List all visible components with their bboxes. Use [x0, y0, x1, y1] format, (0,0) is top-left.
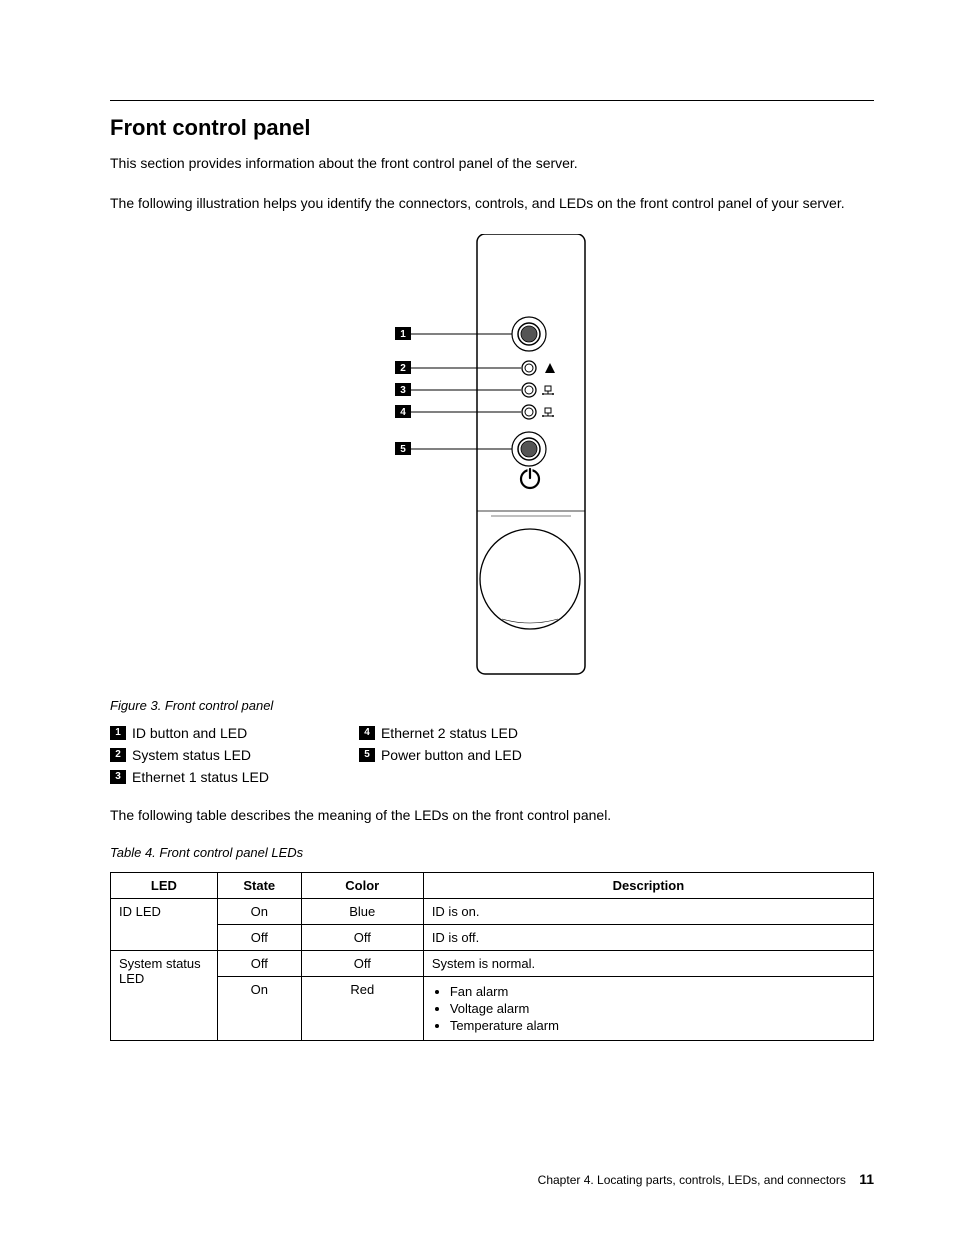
callout-1: 1 ID button and LED: [110, 725, 269, 741]
desc-list-item: Voltage alarm: [450, 1001, 865, 1016]
callout-badge: 4: [359, 726, 375, 740]
callout-badge: 1: [110, 726, 126, 740]
front-panel-diagram: 1 2 3 4 5: [377, 234, 607, 684]
figure-caption: Figure 3. Front control panel: [110, 698, 874, 713]
svg-text:1: 1: [400, 329, 406, 340]
svg-text:2: 2: [400, 363, 406, 374]
callout-col-right: 4 Ethernet 2 status LED 5 Power button and…: [359, 725, 522, 785]
table-row: System status LEDOffOffSystem is normal.: [111, 950, 874, 976]
led-table-header: Color: [301, 872, 423, 898]
footer-page-number: 11: [859, 1171, 874, 1187]
cell-state: On: [217, 898, 301, 924]
cell-led: ID LED: [111, 898, 218, 950]
cell-color: Off: [301, 950, 423, 976]
callout-label: System status LED: [132, 747, 251, 763]
svg-text:4: 4: [400, 407, 406, 418]
intro-paragraph-2: The following illustration helps you ide…: [110, 193, 874, 213]
page-footer: Chapter 4. Locating parts, controls, LED…: [538, 1171, 874, 1187]
callout-label: Ethernet 1 status LED: [132, 769, 269, 785]
desc-list-item: Temperature alarm: [450, 1018, 865, 1033]
section-heading: Front control panel: [110, 115, 874, 141]
cell-state: On: [217, 976, 301, 1040]
cell-led: System status LED: [111, 950, 218, 1040]
cell-state: Off: [217, 950, 301, 976]
led-table-body: ID LEDOnBlueID is on.OffOffID is off.Sys…: [111, 898, 874, 1040]
table-row: ID LEDOnBlueID is on.: [111, 898, 874, 924]
table-caption: Table 4. Front control panel LEDs: [110, 845, 874, 860]
cell-description: ID is off.: [423, 924, 873, 950]
led-table-header: State: [217, 872, 301, 898]
cell-description: System is normal.: [423, 950, 873, 976]
callout-3: 3 Ethernet 1 status LED: [110, 769, 269, 785]
table-intro: The following table describes the meanin…: [110, 805, 874, 825]
top-rule: [110, 100, 874, 101]
manual-page: Front control panel This section provide…: [0, 0, 954, 1235]
figure-container: 1 2 3 4 5: [110, 234, 874, 684]
cell-state: Off: [217, 924, 301, 950]
callout-badge: 2: [110, 748, 126, 762]
callout-legend: 1ID button and LED 2System status LED 3E…: [110, 725, 874, 785]
svg-text:3: 3: [400, 385, 406, 396]
table-row: OnRed Fan alarm Voltage alarm Temperature a…: [111, 976, 874, 1040]
callout-col-left: 1 ID button and LED 2 System status LED 3E…: [110, 725, 269, 785]
cell-color: Off: [301, 924, 423, 950]
led-table-head: LEDStateColorDescription: [111, 872, 874, 898]
callout-2: 2 System status LED: [110, 747, 269, 763]
callout-badge: 5: [359, 748, 375, 762]
callout-badge: 3: [110, 770, 126, 784]
intro-paragraph-1: This section provides information about …: [110, 153, 874, 173]
led-table-header: LED: [111, 872, 218, 898]
led-table: LEDStateColorDescription ID LEDOnBlueID …: [110, 872, 874, 1041]
table-row: OffOffID is off.: [111, 924, 874, 950]
callout-4: 4 Ethernet 2 status LED: [359, 725, 522, 741]
cell-color: Red: [301, 976, 423, 1040]
callout-label: ID button and LED: [132, 725, 247, 741]
cell-description: ID is on.: [423, 898, 873, 924]
cell-color: Blue: [301, 898, 423, 924]
footer-chapter: Chapter 4. Locating parts, controls, LED…: [538, 1173, 846, 1187]
callout-label: Ethernet 2 status LED: [381, 725, 518, 741]
desc-list-item: Fan alarm: [450, 984, 865, 999]
callout-label: Power button and LED: [381, 747, 522, 763]
callout-5: 5 Power button and LED: [359, 747, 522, 763]
led-table-header: Description: [423, 872, 873, 898]
svg-text:5: 5: [400, 444, 406, 455]
cell-description: Fan alarm Voltage alarm Temperature alarm: [423, 976, 873, 1040]
